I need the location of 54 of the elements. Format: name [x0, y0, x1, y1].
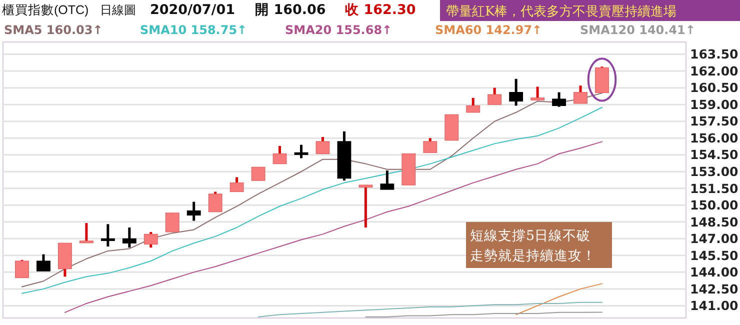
candlestick: [423, 136, 438, 154]
candlestick: [79, 222, 94, 244]
line-series: [516, 283, 602, 316]
text: 日線圖: [100, 3, 136, 17]
line-series: [258, 302, 602, 318]
y-tick-label: 159.00: [690, 96, 739, 112]
y-tick-label: 147.00: [690, 231, 739, 246]
candlestick: [552, 91, 566, 108]
y-tick-label: 148.50: [690, 214, 739, 230]
candlestick: [272, 144, 287, 166]
text: 開 160.06: [255, 2, 326, 18]
line-series: [64, 141, 602, 313]
candlestick: [530, 85, 545, 102]
candlestick: [466, 96, 480, 114]
candlestick: [251, 166, 266, 182]
candlestick: [574, 84, 588, 105]
candlestick: [230, 176, 244, 193]
y-tick-label: 151.50: [690, 180, 739, 196]
y-tick-label: 162.00: [690, 63, 739, 78]
text: SMA10 158.75↑: [140, 23, 248, 37]
candlestick: [509, 78, 524, 107]
candlestick: [165, 212, 180, 234]
text: SMA20 155.68↑: [285, 23, 392, 37]
text: SMA5 160.03↑: [4, 23, 103, 37]
candlestick: [294, 144, 308, 160]
candlestick: [358, 184, 373, 229]
y-tick-label: 142.50: [690, 281, 739, 296]
candlestick: [36, 253, 50, 272]
chart-title: 櫃買指數(OTC): [2, 3, 89, 17]
candlestick: [208, 190, 222, 214]
candlestick: [15, 258, 29, 280]
candlestick: [316, 136, 330, 155]
y-tick-label: 160.50: [690, 80, 739, 96]
text: SMA60 142.97↑: [435, 23, 542, 37]
y-tick-label: 145.50: [690, 248, 739, 263]
y-tick-label: 153.00: [690, 164, 739, 179]
candlestick: [100, 222, 115, 248]
candlestick: [380, 169, 394, 191]
text: SMA120 140.41↑: [580, 23, 696, 37]
y-tick-label: 156.00: [690, 130, 739, 146]
y-tick-label: 144.00: [690, 264, 739, 280]
candlestick: [144, 230, 158, 249]
y-tick-label: 150.00: [690, 198, 739, 213]
text: 收 162.30: [345, 2, 416, 18]
candlestick: [122, 226, 136, 249]
candlestick: [488, 86, 502, 106]
y-tick-label: 141.00: [690, 298, 739, 314]
text: 帶量紅K棒，代表多方不畏賣壓持續進場: [446, 4, 677, 20]
annotation: 短線支撐5日線不破走勢就是持續進攻！: [470, 228, 596, 264]
y-tick-label: 154.50: [690, 147, 739, 162]
candlestick: [186, 200, 201, 222]
text: 2020/07/01: [150, 2, 236, 18]
y-tick-label: 157.50: [690, 114, 739, 129]
y-tick-label: 163.50: [690, 46, 739, 62]
